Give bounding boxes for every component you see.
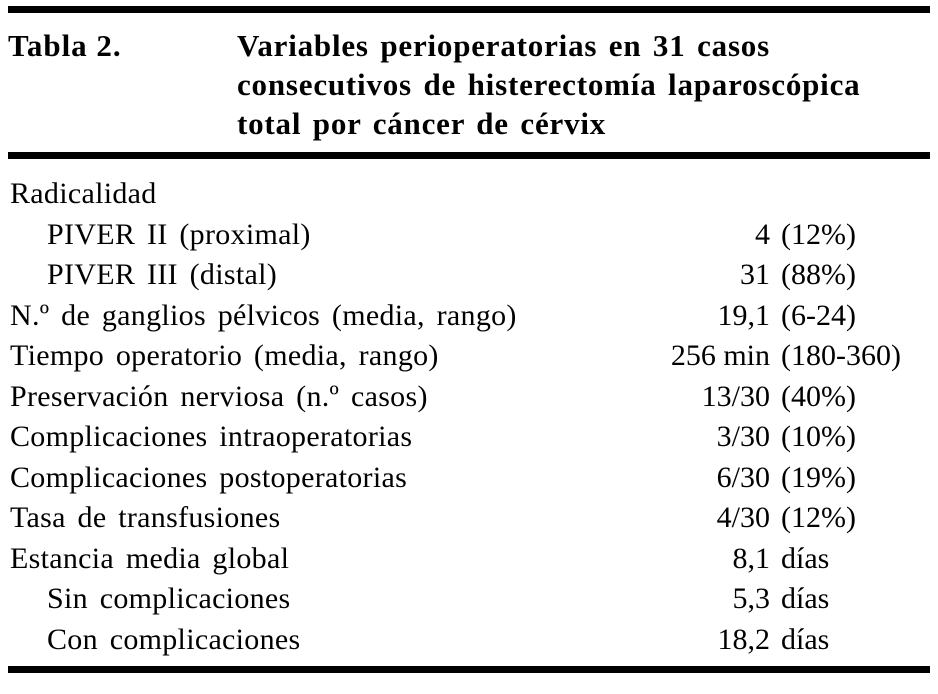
table-row: Complicaciones postoperatorias 6/30 (19%… [8, 458, 930, 499]
row-label: PIVER II (proximal) [47, 217, 311, 251]
row-value-number: 8,1 [732, 541, 771, 575]
row-label: PIVER III (distal) [47, 258, 278, 291]
row-value: 6/30 (19%) [560, 458, 930, 499]
row-value-detail: (6-24) [781, 298, 856, 332]
row-value-number: 256 min [670, 339, 770, 372]
table-body: Radicalidad PIVER II (proximal) 4 (12%) … [8, 159, 930, 666]
row-value-number: 19,1 [717, 298, 771, 332]
row-value-number: 3/30 [716, 420, 770, 453]
row-label: Radicalidad [10, 177, 157, 210]
row-value-detail [770, 174, 930, 215]
table-row: Preservación nerviosa (n.º casos) 13/30 … [8, 377, 930, 418]
row-value: 13/30 (40%) [560, 377, 930, 418]
table-title-line: Variables perioperatorias en 31 casos [237, 28, 770, 63]
row-value: 256 min (180-360) [560, 336, 930, 377]
row-value: 3/30 (10%) [560, 417, 930, 458]
journal-table-page: Tabla 2. Variables perioperatorias en 31… [0, 6, 938, 673]
row-label: N.º de ganglios pélvicos (media, rango) [10, 298, 517, 332]
top-rule [8, 6, 930, 13]
table-row: Tasa de transfusiones 4/30 (12%) [8, 498, 930, 539]
row-label: Tasa de transfusiones [10, 501, 281, 534]
row-value-number [560, 174, 770, 215]
table-row: Tiempo operatorio (media, rango) 256 min… [8, 336, 930, 377]
row-label: Complicaciones intraoperatorias [10, 420, 413, 453]
table-row: Radicalidad [8, 174, 930, 215]
header-divider-rule [8, 152, 930, 159]
table-header: Tabla 2. Variables perioperatorias en 31… [8, 13, 930, 152]
table-row: PIVER II (proximal) 4 (12%) [8, 215, 930, 256]
row-value: 19,1 (6-24) [560, 296, 930, 337]
table-number-label: Tabla 2. [8, 28, 122, 63]
row-value-detail: (180-360) [781, 339, 901, 372]
row-value: 4/30 (12%) [560, 498, 930, 539]
row-value-detail: días [781, 582, 830, 615]
row-value: 8,1 días [560, 539, 930, 580]
row-value-number: 13/30 [701, 379, 770, 413]
row-value-number: 6/30 [716, 460, 770, 494]
row-value-number: 31 [740, 258, 770, 291]
row-value: 31 (88%) [560, 255, 930, 296]
row-value: 4 (12%) [560, 215, 930, 256]
row-value-detail: días [781, 622, 830, 656]
row-value-number: 4/30 [716, 501, 770, 534]
table-row: PIVER III (distal) 31 (88%) [8, 255, 930, 296]
row-value-detail: (40%) [781, 379, 856, 413]
table-row: Estancia media global 8,1 días [8, 539, 930, 580]
row-value-number: 4 [755, 217, 770, 251]
row-value-detail: (88%) [781, 258, 856, 291]
table-title-line: consecutivos de histerectomía laparoscóp… [237, 67, 861, 102]
bottom-rule [8, 666, 930, 673]
table-title-line: total por cáncer de cérvix [237, 106, 607, 141]
row-value-detail: (12%) [781, 501, 856, 534]
row-label: Sin complicaciones [47, 582, 291, 615]
row-value-number: 18,2 [717, 622, 771, 656]
row-value-number: 5,3 [732, 582, 771, 615]
row-value: 18,2 días [560, 620, 930, 661]
table-row: Sin complicaciones 5,3 días [8, 579, 930, 620]
row-label: Tiempo operatorio (media, rango) [10, 339, 439, 372]
row-value: 5,3 días [560, 579, 930, 620]
row-value [560, 174, 930, 215]
row-label: Con complicaciones [47, 622, 301, 656]
table-row: Complicaciones intraoperatorias 3/30 (10… [8, 417, 930, 458]
row-value-detail: (19%) [781, 460, 856, 494]
row-value-detail: (10%) [781, 420, 856, 453]
table-row: N.º de ganglios pélvicos (media, rango) … [8, 296, 930, 337]
row-label: Complicaciones postoperatorias [10, 460, 408, 494]
table-row: Con complicaciones 18,2 días [8, 620, 930, 661]
row-value-detail: (12%) [781, 217, 856, 251]
row-label: Preservación nerviosa (n.º casos) [10, 379, 428, 413]
row-value-detail: días [781, 541, 830, 575]
table-title: Variables perioperatorias en 31 casos co… [237, 26, 930, 143]
row-label: Estancia media global [10, 541, 290, 575]
